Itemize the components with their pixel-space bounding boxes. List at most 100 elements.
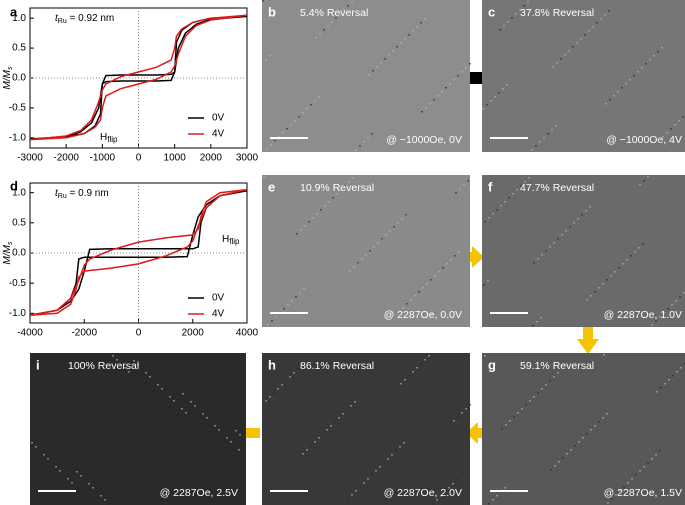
- speck: [269, 55, 271, 57]
- speck: [562, 457, 564, 459]
- speck: [621, 87, 623, 89]
- speck: [304, 225, 306, 227]
- speck: [484, 221, 486, 223]
- speck: [661, 47, 663, 49]
- speck: [558, 461, 560, 463]
- speck: [572, 46, 574, 48]
- speck: [344, 185, 346, 187]
- speck: [660, 387, 662, 389]
- thickness-symbol: t: [55, 13, 59, 24]
- speck: [161, 388, 163, 390]
- speck: [672, 375, 674, 377]
- speck: [308, 221, 310, 223]
- panel-label: h: [268, 357, 276, 372]
- speck: [594, 291, 596, 293]
- y-tick-label: 0.5: [12, 43, 26, 54]
- speck: [643, 180, 645, 182]
- speck: [350, 405, 352, 407]
- speck: [306, 108, 308, 110]
- speck: [336, 193, 338, 195]
- speck: [588, 30, 590, 32]
- speck: [638, 247, 640, 249]
- speck: [397, 222, 399, 224]
- speck: [355, 149, 357, 151]
- speck: [129, 356, 131, 358]
- speck: [230, 441, 232, 443]
- speck: [375, 470, 377, 472]
- speck: [490, 100, 492, 102]
- reversal-label: 86.1% Reversal: [300, 360, 374, 372]
- condition-label: @ 2287Oe, 2.0V: [384, 487, 462, 499]
- speck: [639, 470, 641, 472]
- speck: [320, 209, 322, 211]
- speck: [318, 96, 320, 98]
- speck: [373, 246, 375, 248]
- speck: [133, 360, 135, 362]
- speck: [608, 10, 610, 12]
- speck: [384, 58, 386, 60]
- speck: [517, 412, 519, 414]
- speck: [463, 184, 465, 186]
- speck: [618, 267, 620, 269]
- series-line: [29, 188, 248, 316]
- speck: [577, 218, 579, 220]
- speck: [177, 404, 179, 406]
- speck: [55, 466, 57, 468]
- speck: [367, 137, 369, 139]
- speck: [293, 372, 295, 374]
- speck: [402, 307, 404, 309]
- speck: [662, 136, 664, 138]
- speck: [218, 429, 220, 431]
- speck: [157, 384, 159, 386]
- speck: [300, 229, 302, 231]
- speck: [420, 22, 422, 24]
- panel-label: d: [10, 178, 18, 193]
- speck: [564, 54, 566, 56]
- reversal-label: 100% Reversal: [68, 360, 139, 372]
- speck: [496, 209, 498, 211]
- speck: [504, 487, 506, 489]
- speck: [387, 458, 389, 460]
- speck: [239, 434, 241, 436]
- speck: [290, 124, 292, 126]
- speck: [266, 148, 268, 150]
- speck: [399, 446, 401, 448]
- speck: [655, 454, 657, 456]
- speck: [553, 376, 555, 378]
- speck: [667, 308, 669, 310]
- x-tick-label: -1000: [90, 153, 116, 164]
- speck: [347, 5, 349, 7]
- speck: [486, 104, 488, 106]
- speck: [519, 9, 521, 11]
- speck: [529, 400, 531, 402]
- speck: [643, 466, 645, 468]
- speck: [312, 217, 314, 219]
- speck: [596, 22, 598, 24]
- speck: [267, 324, 269, 326]
- y-tick-label: 0.0: [12, 73, 26, 84]
- speck: [354, 401, 356, 403]
- speck: [585, 210, 587, 212]
- speck: [100, 495, 102, 497]
- speck: [455, 192, 457, 194]
- speck: [633, 75, 635, 77]
- speck: [457, 416, 459, 418]
- speck: [555, 125, 557, 127]
- speck: [437, 95, 439, 97]
- speck: [332, 197, 334, 199]
- speck: [173, 400, 175, 402]
- speck: [647, 462, 649, 464]
- speck: [543, 137, 545, 139]
- speck: [674, 124, 676, 126]
- speck: [552, 66, 554, 68]
- speck: [71, 482, 73, 484]
- speck: [291, 300, 293, 302]
- speck: [278, 136, 280, 138]
- speck: [263, 176, 265, 178]
- speck: [120, 363, 122, 365]
- speck: [388, 54, 390, 56]
- x-tick-label: 0: [136, 328, 142, 339]
- speck: [623, 486, 625, 488]
- speck: [570, 449, 572, 451]
